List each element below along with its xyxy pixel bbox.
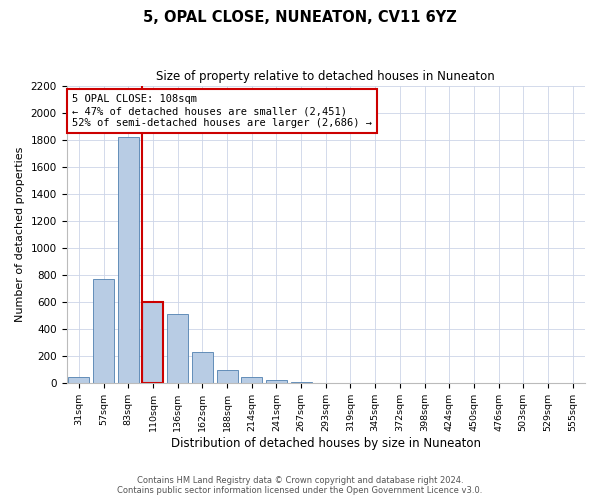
Bar [217,370,238,384]
Bar [142,302,163,384]
Bar [266,380,287,384]
Bar [118,137,139,384]
Y-axis label: Number of detached properties: Number of detached properties [15,147,25,322]
Bar [192,352,213,384]
X-axis label: Distribution of detached houses by size in Nuneaton: Distribution of detached houses by size … [171,437,481,450]
Title: Size of property relative to detached houses in Nuneaton: Size of property relative to detached ho… [157,70,495,83]
Text: 5, OPAL CLOSE, NUNEATON, CV11 6YZ: 5, OPAL CLOSE, NUNEATON, CV11 6YZ [143,10,457,25]
Bar [68,376,89,384]
Bar [290,382,311,384]
Bar [167,314,188,384]
Bar [241,377,262,384]
Bar [93,279,114,384]
Text: 5 OPAL CLOSE: 108sqm
← 47% of detached houses are smaller (2,451)
52% of semi-de: 5 OPAL CLOSE: 108sqm ← 47% of detached h… [72,94,372,128]
Text: Contains HM Land Registry data © Crown copyright and database right 2024.
Contai: Contains HM Land Registry data © Crown c… [118,476,482,495]
